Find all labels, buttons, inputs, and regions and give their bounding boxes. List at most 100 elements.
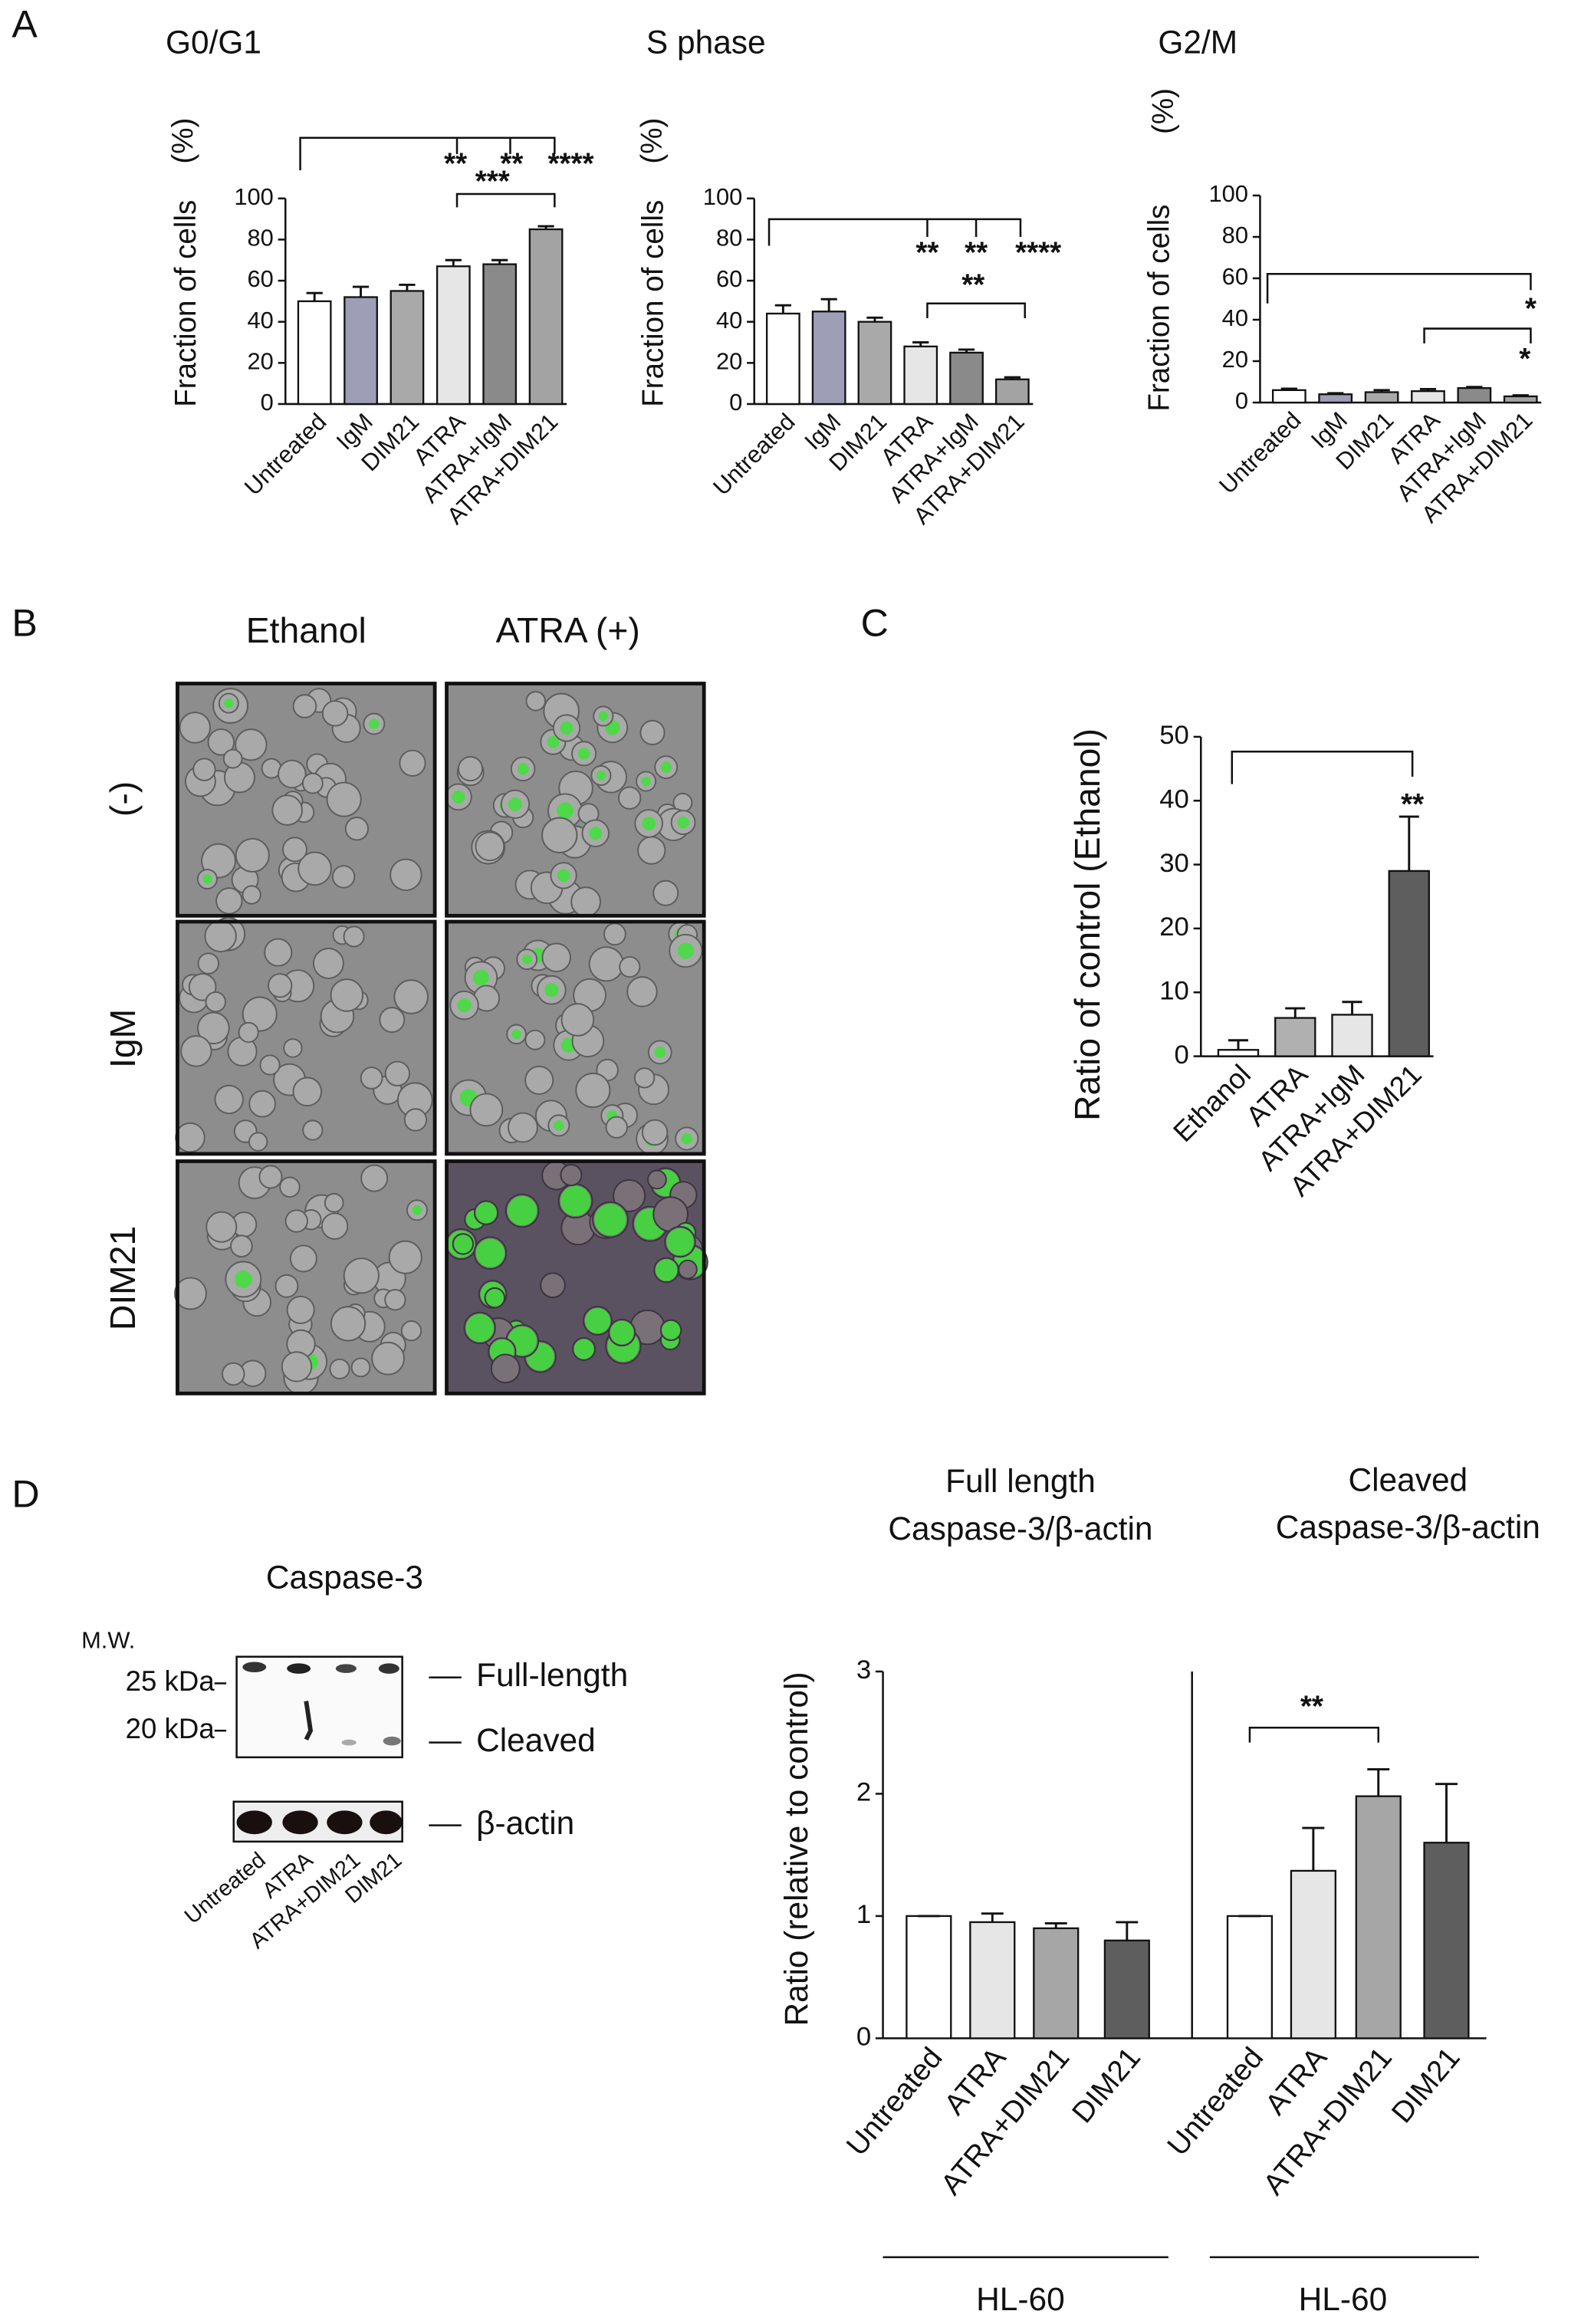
cell xyxy=(575,1072,611,1108)
cell xyxy=(541,817,578,853)
cell xyxy=(204,919,237,953)
fluorescence xyxy=(473,969,489,986)
significance-label: * xyxy=(1519,343,1530,376)
error-bar xyxy=(1342,1001,1362,1015)
y-tick-label: 0 xyxy=(1235,387,1248,414)
significance-bracket xyxy=(767,218,1022,246)
micrograph-frame xyxy=(176,682,437,918)
fluorescence xyxy=(547,735,560,748)
bar xyxy=(949,351,984,406)
lane-label: Untreated xyxy=(180,1848,271,1929)
bar xyxy=(1457,386,1492,404)
bar xyxy=(1290,1869,1336,2040)
significance-bracket xyxy=(1266,272,1532,304)
cell xyxy=(475,831,505,862)
fluorescence xyxy=(457,998,472,1013)
cell xyxy=(641,1119,669,1146)
y-tick-label: 1 xyxy=(856,1900,871,1929)
cell xyxy=(197,952,220,975)
cell xyxy=(379,1007,406,1034)
error-bar xyxy=(1327,392,1344,395)
cell xyxy=(647,1169,667,1190)
fluorescence xyxy=(677,816,689,829)
cell xyxy=(271,794,303,826)
fluorescence xyxy=(596,771,606,781)
cell xyxy=(174,1277,207,1310)
cell xyxy=(570,886,601,918)
cell xyxy=(175,1122,205,1153)
cell xyxy=(197,1011,230,1045)
y-tick-label: 3 xyxy=(856,1655,871,1685)
cell xyxy=(235,728,268,761)
cell xyxy=(389,858,422,892)
micrograph-frame xyxy=(445,682,706,918)
group-label: HL-60 xyxy=(1299,2281,1388,2317)
cell xyxy=(248,1090,276,1118)
cell xyxy=(326,781,362,817)
cell xyxy=(360,1164,389,1192)
cell xyxy=(343,925,365,948)
cell xyxy=(626,976,658,1008)
bar xyxy=(1411,390,1445,404)
cell xyxy=(637,836,666,865)
y-tick-label: 100 xyxy=(234,183,274,210)
y-tick-label: 0 xyxy=(729,389,742,416)
y-tick-label: 20 xyxy=(716,347,742,374)
cell xyxy=(286,1295,315,1324)
fluorescence xyxy=(577,748,590,760)
error-bar xyxy=(912,341,929,347)
fluorescence xyxy=(224,698,234,708)
cell xyxy=(331,865,356,889)
micrograph-frame xyxy=(445,919,706,1156)
bar xyxy=(1217,1049,1260,1057)
fluorescence xyxy=(517,763,529,775)
x-tick-label: Ethanol xyxy=(1167,1058,1257,1148)
cell xyxy=(238,1021,259,1044)
fluorescence xyxy=(507,1195,537,1226)
error-bar xyxy=(1285,1007,1306,1018)
significance-label: **** xyxy=(1015,236,1061,269)
error-bar xyxy=(981,1912,1004,1922)
cell xyxy=(258,1165,283,1189)
cell xyxy=(371,1341,405,1376)
cell xyxy=(524,1065,554,1095)
cell xyxy=(281,1351,313,1382)
column-label: Ethanol xyxy=(246,610,366,650)
error-bar xyxy=(306,291,323,301)
row-label: DIM21 xyxy=(103,1226,143,1330)
bar xyxy=(1364,391,1399,404)
blot-band xyxy=(242,1662,267,1672)
group-title: Caspase-3/β-actin xyxy=(888,1510,1152,1547)
mw-label: M.W. xyxy=(81,1627,135,1654)
x-tick-label: Untreated xyxy=(708,408,800,501)
cell xyxy=(278,759,307,789)
cell xyxy=(613,1179,646,1212)
significance-bracket xyxy=(299,136,556,171)
band-label: β-actin xyxy=(476,1805,574,1841)
cell xyxy=(302,1119,324,1141)
cell xyxy=(320,1212,349,1240)
cell xyxy=(242,885,261,905)
error-bar xyxy=(1228,1039,1248,1050)
cell xyxy=(399,749,426,777)
fluorescence xyxy=(465,1313,494,1343)
significance-bracket xyxy=(1248,1727,1379,1743)
bar xyxy=(482,263,518,406)
cell xyxy=(603,922,626,946)
cell xyxy=(560,1003,595,1037)
panel-label: C xyxy=(861,602,889,645)
y-tick-label: 80 xyxy=(1222,222,1248,248)
cell xyxy=(350,1357,371,1378)
bar xyxy=(1226,1915,1274,2040)
group-title: Cleaved xyxy=(1348,1461,1468,1497)
y-tick-label: 20 xyxy=(1159,912,1189,942)
micrograph-frame xyxy=(445,1159,706,1395)
significance-label: ** xyxy=(961,269,984,302)
fluorescence xyxy=(594,1204,626,1236)
bar xyxy=(811,311,846,406)
fluorescence xyxy=(677,942,694,959)
y-tick-label: 80 xyxy=(716,225,742,251)
cell xyxy=(207,728,235,756)
x-tick-label: DIM21 xyxy=(1385,2041,1467,2129)
